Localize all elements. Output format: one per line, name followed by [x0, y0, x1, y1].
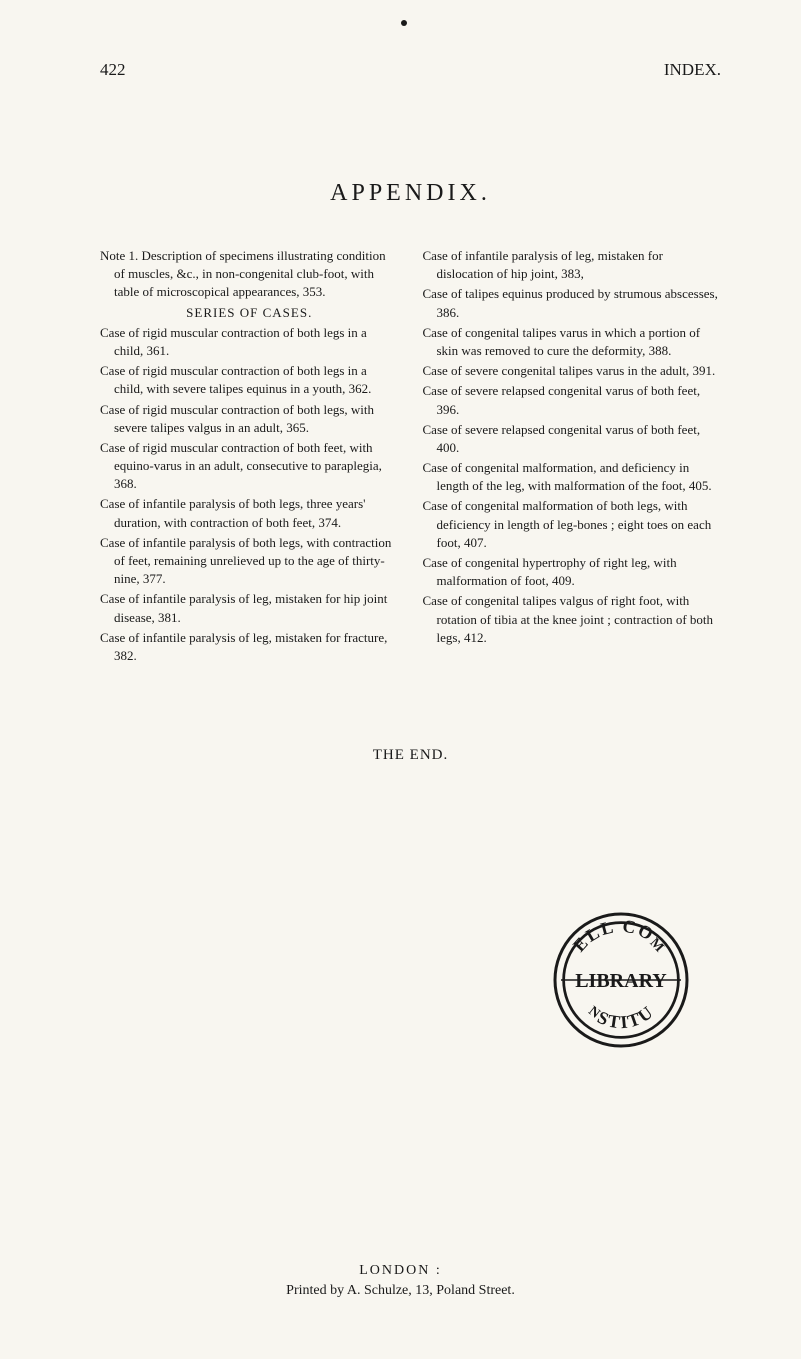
index-columns: Note 1. Description of specimens illustr… [100, 247, 721, 667]
index-entry: Case of infantile paralysis of leg, mist… [100, 590, 399, 626]
index-entry: Case of infantile paralysis of leg, mist… [100, 629, 399, 665]
seal-center-text: LIBRARY [575, 970, 667, 992]
library-seal: ELL COM LIBRARY NSTITU [551, 910, 691, 1050]
index-entry: Case of infantile paralysis of both legs… [100, 495, 399, 531]
seal-top-text: ELL CO [569, 916, 658, 956]
index-entry: Case of severe congenital talipes varus … [423, 362, 722, 380]
index-entry: Case of congenital talipes varus in whic… [423, 324, 722, 360]
page-container: 422 INDEX. APPENDIX. Note 1. Description… [0, 0, 801, 1359]
index-entry: Case of infantile paralysis of both legs… [100, 534, 399, 589]
index-entry: Case of congenital malformation, and def… [423, 459, 722, 495]
index-entry: Case of congenital hypertrophy of right … [423, 554, 722, 590]
index-entry: Case of talipes equinus produced by stru… [423, 285, 722, 321]
index-entry: Case of rigid muscular contraction of bo… [100, 362, 399, 398]
footer-printer: Printed by A. Schulze, 13, Poland Street… [0, 1283, 801, 1299]
index-entry: Case of congenital talipes valgus of rig… [423, 592, 722, 647]
footer-city: LONDON : [0, 1263, 801, 1279]
index-subhead: SERIES OF CASES. [100, 304, 399, 322]
right-column: Case of infantile paralysis of leg, mist… [423, 247, 722, 667]
page-header: 422 INDEX. [100, 60, 721, 80]
index-entry: Case of rigid muscular contraction of bo… [100, 324, 399, 360]
index-entry: Case of infantile paralysis of leg, mist… [423, 247, 722, 283]
index-entry: Case of severe relapsed congenital varus… [423, 382, 722, 418]
index-entry: Case of rigid muscular contraction of bo… [100, 439, 399, 494]
imprint-footer: LONDON : Printed by A. Schulze, 13, Pola… [0, 1263, 801, 1299]
left-column: Note 1. Description of specimens illustr… [100, 247, 399, 667]
index-entry: Case of rigid muscular contraction of bo… [100, 401, 399, 437]
index-entry: Case of severe relapsed congenital varus… [423, 421, 722, 457]
page-number: 422 [100, 60, 126, 80]
end-marker: THE END. [100, 747, 721, 764]
index-entry: Note 1. Description of specimens illustr… [100, 247, 399, 302]
svg-text:NSTITU: NSTITU [585, 1001, 658, 1032]
index-entry: Case of congenital malformation of both … [423, 497, 722, 552]
running-head: INDEX. [664, 60, 721, 80]
section-title: APPENDIX. [100, 180, 721, 207]
seal-bot-text: STITU [594, 1001, 658, 1032]
